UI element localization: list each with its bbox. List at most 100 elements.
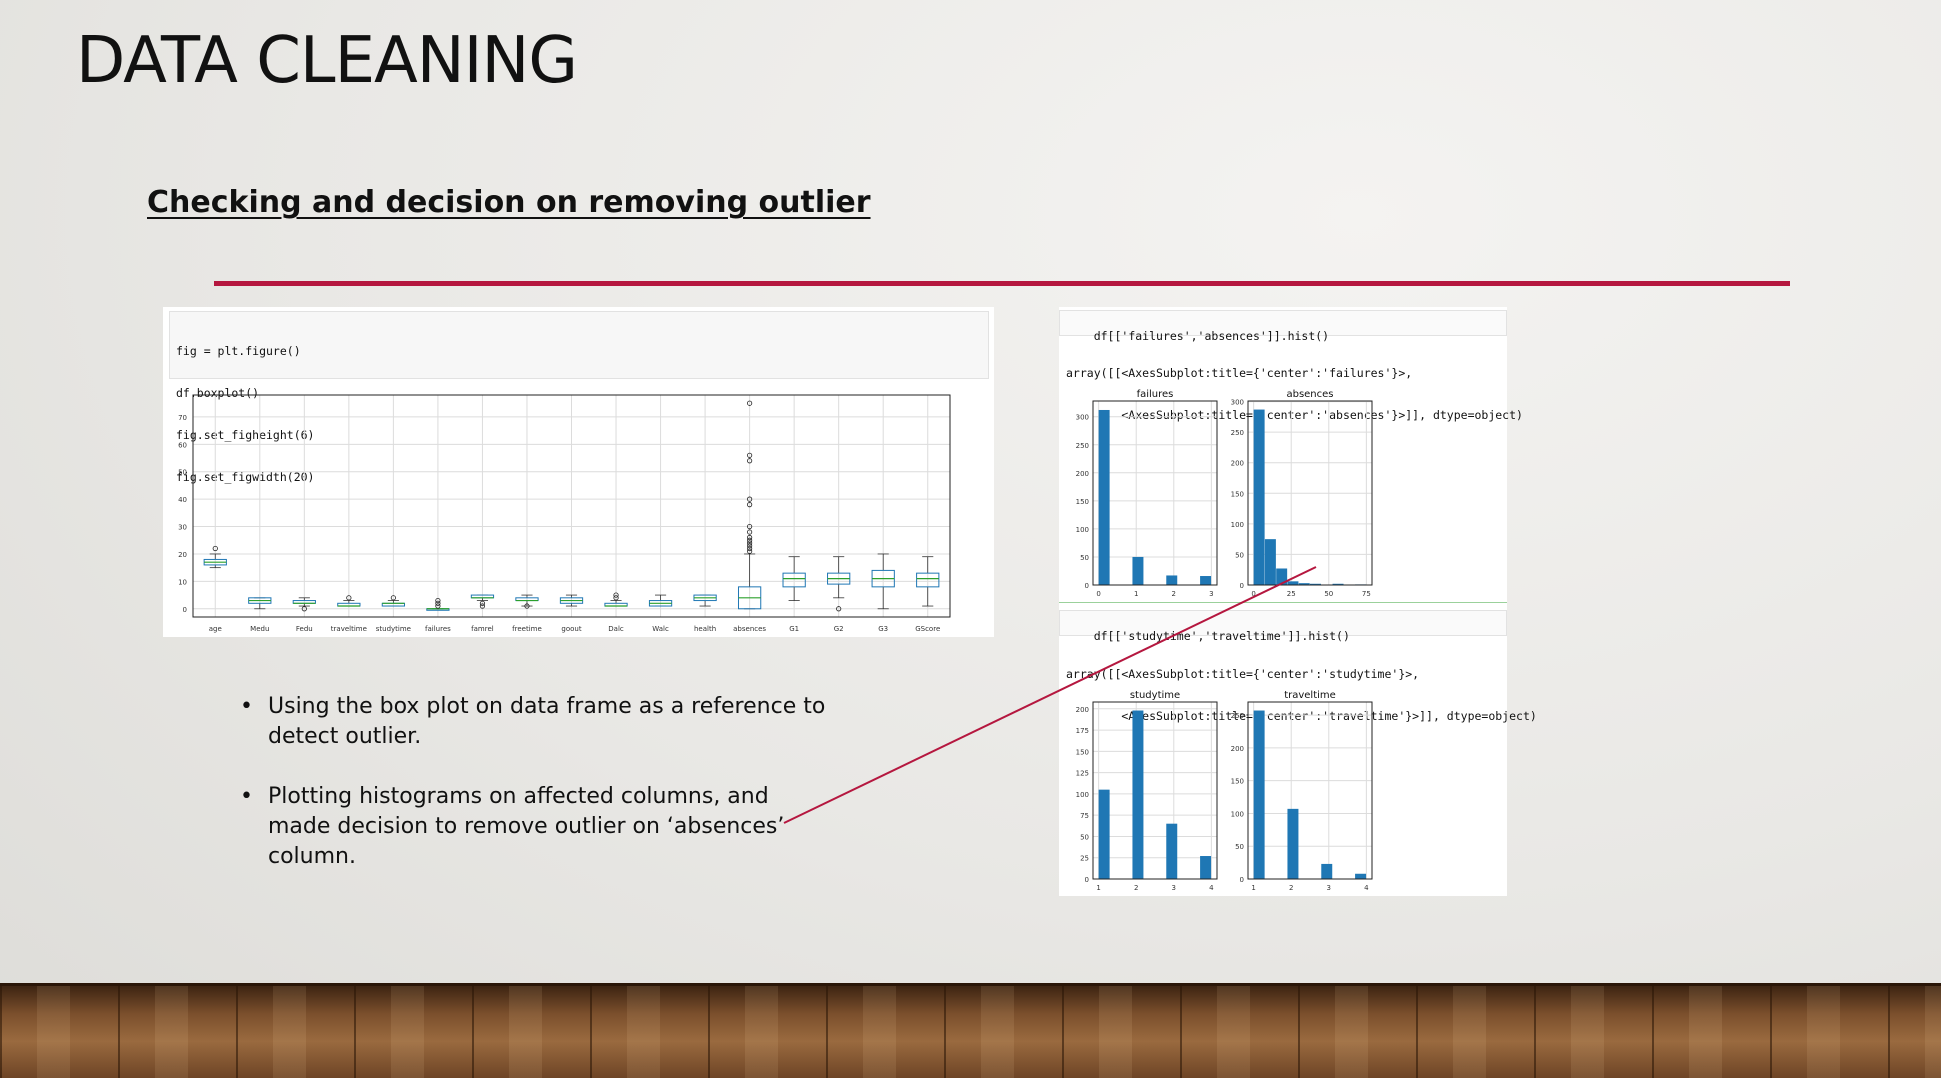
y-tick-label: 125 [1076,770,1089,778]
x-tick-label: 25 [1287,590,1296,598]
y-tick-label: 150 [1076,748,1089,756]
x-tick-label: 50 [1324,590,1333,598]
y-tick-label: 150 [1231,490,1244,498]
hist-bar [1276,568,1288,585]
hist-bar [1098,789,1110,879]
y-tick-label: 300 [1076,414,1089,422]
outlier-point [524,603,530,609]
x-tick-label: goout [561,625,581,633]
y-tick-label: 50 [1235,551,1244,559]
outlier-point [836,606,842,612]
plot-frame [1247,701,1373,880]
hist-bar [1253,710,1265,879]
box-famrel [470,594,495,609]
box-traveltime [337,595,361,607]
output-line: <AxesSubplot:title={'center':'traveltime… [1066,709,1537,723]
box-failures [426,597,450,611]
box-Fedu [292,597,316,612]
plot-frame [1247,400,1373,586]
hist-bar [1287,581,1299,585]
y-tick-label: 0 [1085,582,1089,590]
hist-absences: absences 0 25 50 75 0 50 100 150 200 250 300 [1231,389,1373,598]
hist2-code-cell: df[['studytime','traveltime']].hist() [1059,610,1507,643]
y-tick-label: 150 [1231,778,1244,786]
hist2-output: array([[<AxesSubplot:title={'center':'st… [1066,639,1537,751]
x-tick-label: Medu [250,625,269,633]
hist-bar [1287,808,1299,879]
hist-bar [1298,583,1310,585]
x-tick-label: age [209,625,222,633]
y-tick-label: 200 [1231,745,1244,753]
x-tick-label: 1 [1251,884,1255,892]
plot-frame [1092,701,1218,880]
x-tick-label: 1 [1096,884,1100,892]
box-G3 [871,553,895,610]
bullet-item: Plotting histograms on affected columns,… [236,782,836,872]
outlier-point [212,545,218,552]
outlier-point [479,600,486,606]
y-tick-label: 0 [183,606,187,614]
code-line: fig = plt.figure() [176,344,301,358]
outlier-point [747,400,753,406]
x-tick-label: traveltime [331,625,367,633]
outlier-point [390,595,396,601]
y-tick-label: 60 [178,441,187,449]
outlier-point [747,537,753,543]
outlier-point [435,603,441,609]
y-tick-label: 300 [1231,399,1244,407]
hist1-code-cell: df[['failures','absences']].hist() [1059,310,1507,343]
y-tick-label: 250 [1231,712,1244,720]
y-tick-label: 30 [178,524,187,532]
bullet-list: Using the box plot on data frame as a re… [236,692,836,902]
plot-frame [192,394,951,618]
x-tick-label: studytime [376,625,411,633]
y-tick-label: 200 [1076,706,1089,714]
code-line: fig.set_figheight(6) [176,428,315,442]
cell-separator [1059,602,1507,603]
box-health [693,594,717,607]
x-tick-label: famrel [471,625,494,633]
outlier-point [435,600,441,606]
code-line: fig.set_figwidth(20) [176,470,315,484]
y-tick-label: 20 [178,551,187,559]
boxplot-chart: 0 10 20 30 40 50 60 70 age Medu Fedu traveltime stud… [178,394,951,633]
boxplot-screenshot: fig = plt.figure() df.boxplot() fig.set_… [163,307,994,637]
title-divider [214,281,1790,286]
floor-edge [0,983,1941,987]
box-Walc [648,594,673,607]
x-tick-label: 4 [1364,884,1369,892]
y-tick-label: 10 [178,578,187,586]
bullet-item: Using the box plot on data frame as a re… [236,692,836,752]
outlier-point [479,603,486,609]
y-tick-label: 175 [1076,727,1089,735]
x-tick-label: 75 [1362,590,1371,598]
hist-title: traveltime [1284,690,1336,701]
hist-bar [1166,823,1178,879]
box-studytime [381,595,406,607]
outlier-point [435,597,441,604]
hist-bar [1264,539,1276,585]
hist-bar [1132,556,1144,585]
outlier-point [613,592,619,598]
y-tick-label: 70 [178,414,187,422]
outlier-point [747,545,753,552]
box-Medu [248,597,272,610]
hist-bar [1253,409,1265,585]
x-tick-label: Walc [652,625,669,633]
hist-bar [1321,863,1333,879]
x-tick-label: 3 [1209,590,1213,598]
y-tick-label: 40 [178,496,187,504]
y-tick-label: 0 [1240,876,1244,884]
outlier-point [747,523,753,530]
hist-bar [1098,409,1110,585]
plot-frame [1092,400,1218,586]
x-tick-label: 2 [1172,590,1176,598]
hist-title: absences [1286,389,1333,400]
y-tick-label: 250 [1231,429,1244,437]
x-tick-label: G2 [834,625,844,633]
x-tick-label: 2 [1289,884,1293,892]
y-tick-label: 50 [178,469,187,477]
hist-bar [1332,583,1344,585]
y-tick-label: 25 [1080,855,1089,863]
